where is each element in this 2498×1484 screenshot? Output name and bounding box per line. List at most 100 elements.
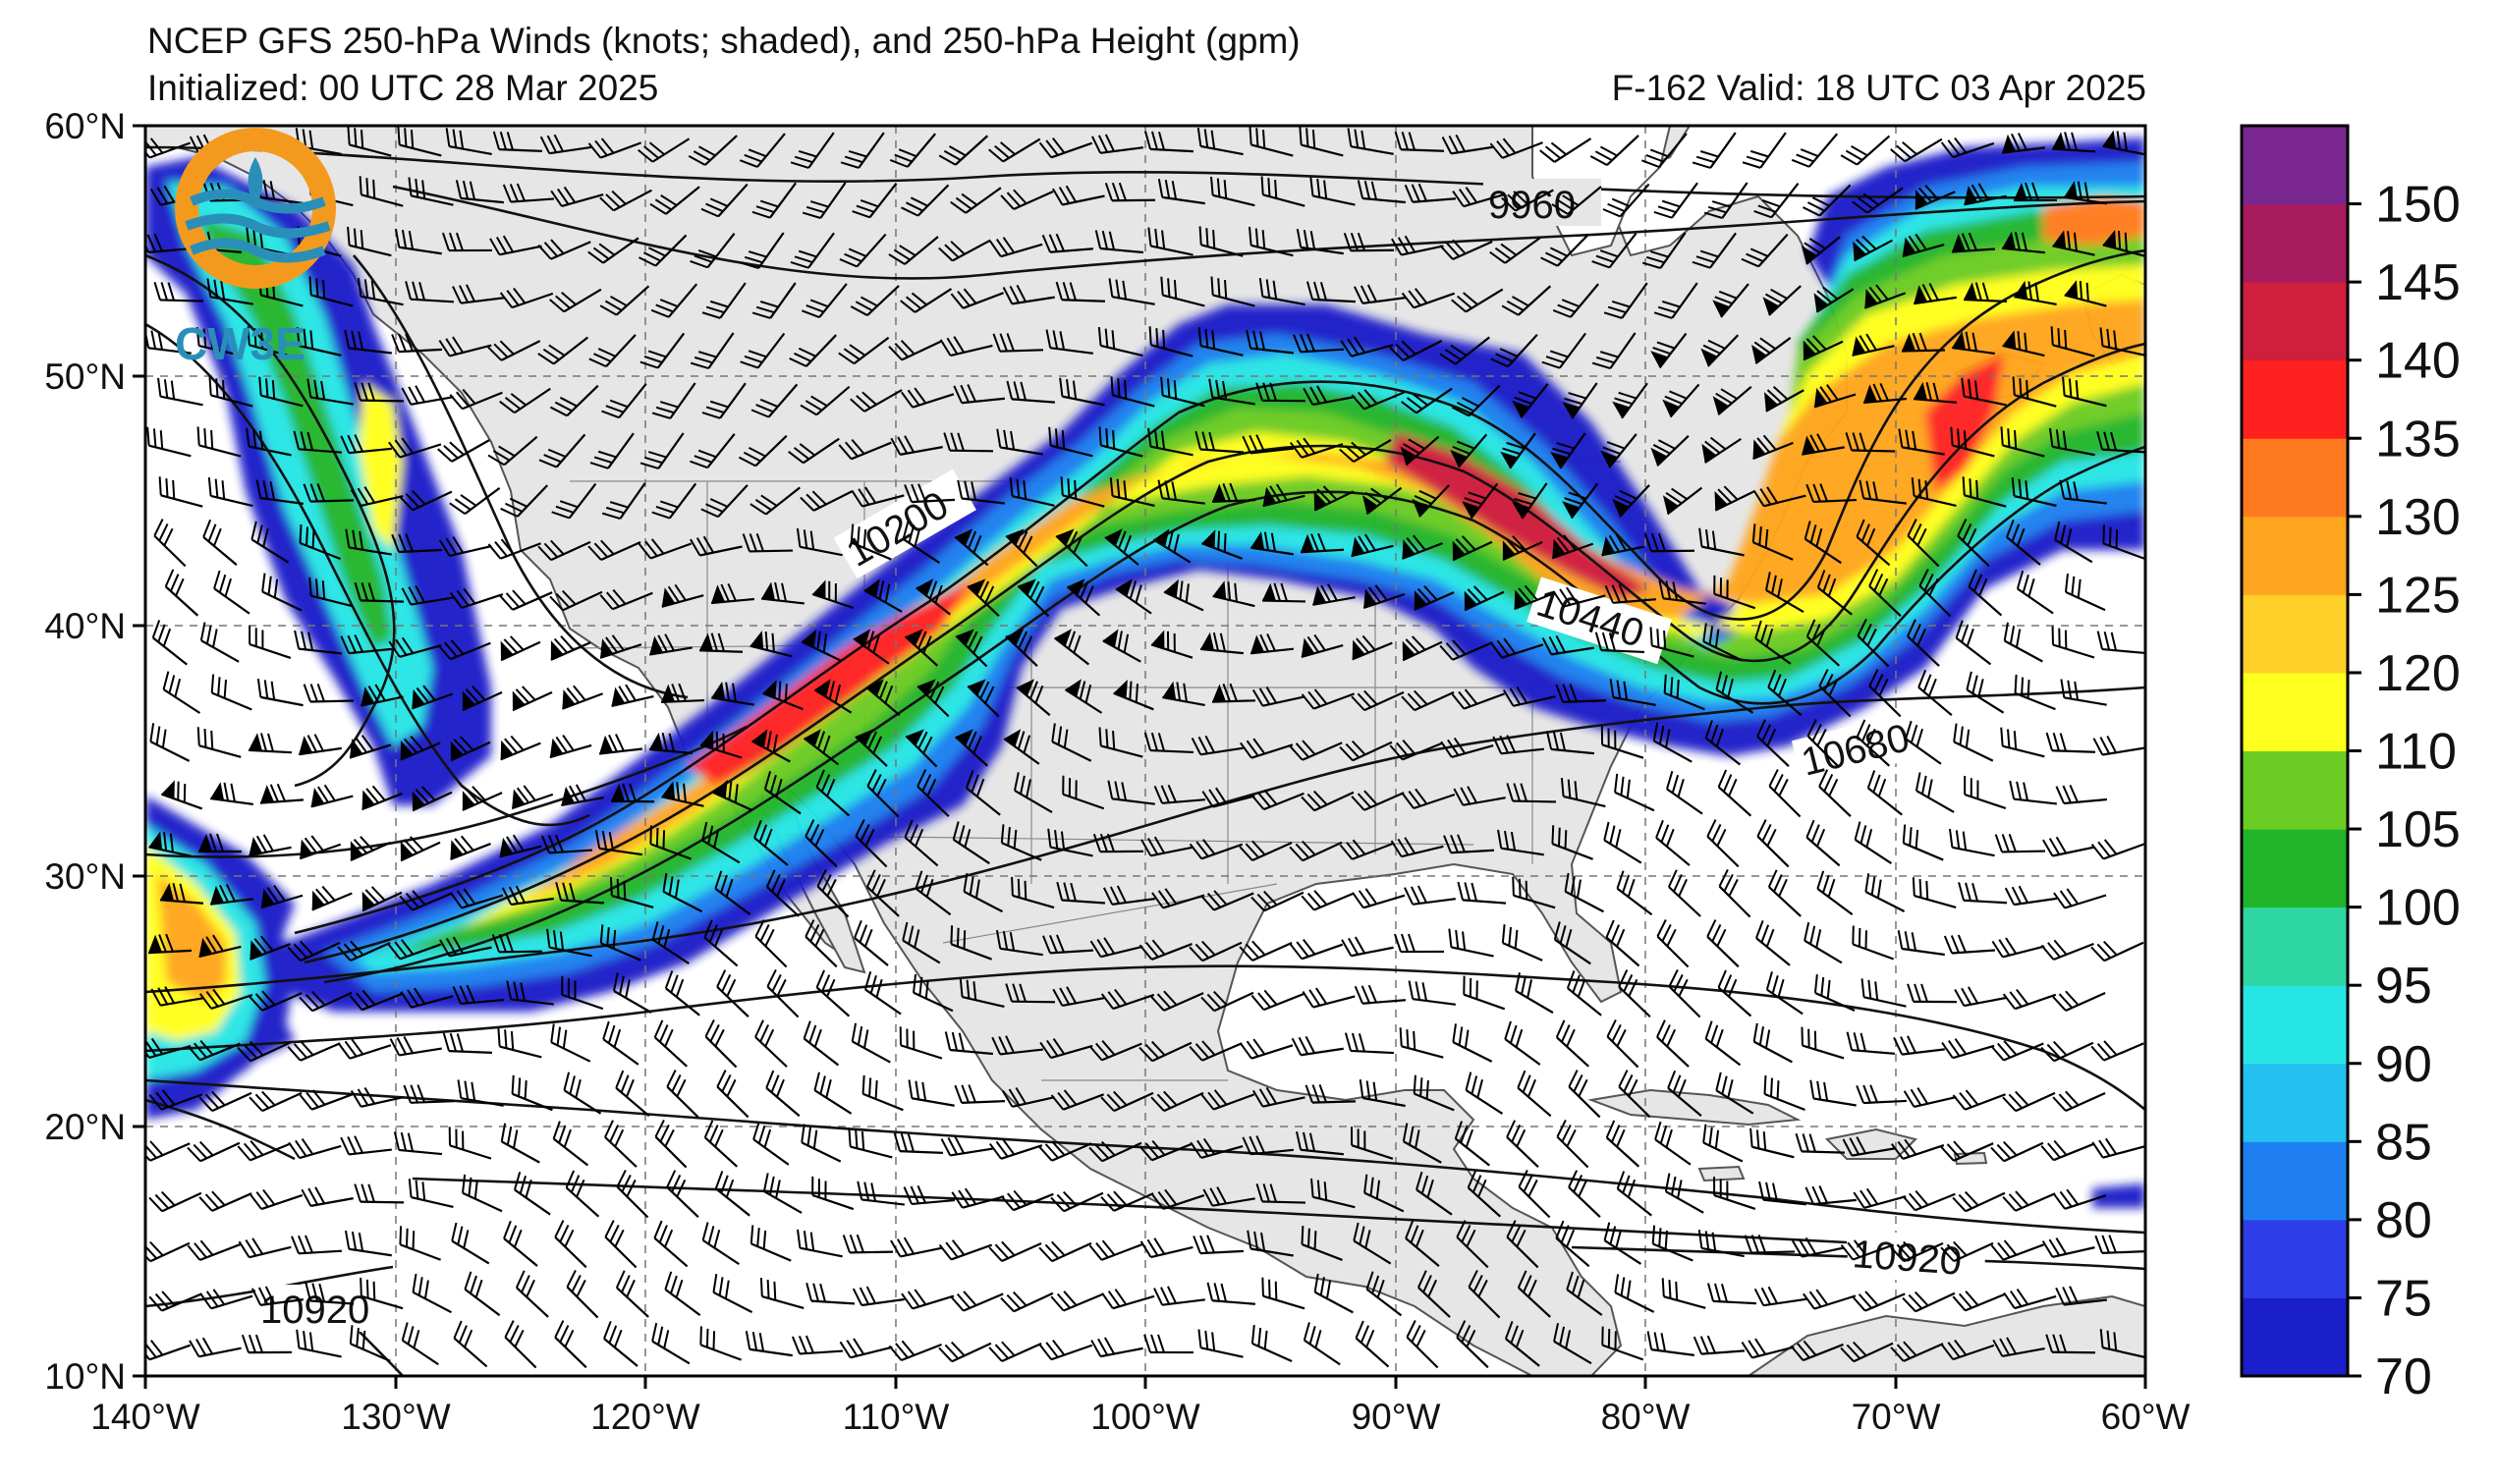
wind-barb (855, 729, 888, 767)
wind-barb (1109, 477, 1155, 508)
wind-barb (1866, 770, 1903, 816)
wind-barb (1994, 833, 2046, 853)
wind-barb (1941, 1038, 1995, 1060)
wind-barb (1193, 1235, 1245, 1255)
wind-barb (1162, 681, 1205, 706)
wind-barb (340, 434, 393, 455)
wind-barb (2050, 326, 2095, 357)
wind-barb (437, 638, 491, 661)
wind-barb (1715, 671, 1754, 714)
wind-barb (1915, 185, 1956, 210)
wind-barb (1646, 1331, 1694, 1356)
wind-barb (1191, 735, 1244, 756)
wind-barb (1052, 185, 1105, 206)
wind-barb (587, 137, 642, 159)
wind-barb (349, 989, 403, 1012)
wind-barb (1400, 435, 1440, 467)
wind-barb (1104, 528, 1139, 566)
wind-barb (1258, 278, 1305, 306)
wind-barb (457, 1079, 504, 1107)
wind-barb (742, 532, 794, 553)
wind-barb (1540, 234, 1589, 267)
wind-barb (1038, 1339, 1093, 1361)
wind-barb (1857, 619, 1890, 668)
wind-barb (513, 1171, 551, 1216)
wind-barb (1765, 572, 1804, 614)
wind-barb (603, 1320, 638, 1367)
wind-barb (950, 288, 1004, 309)
wind-barb (303, 683, 355, 703)
wind-barb (311, 885, 353, 911)
wind-barb (1240, 1038, 1294, 1060)
wind-barb (1289, 840, 1343, 862)
wind-barb (2041, 1237, 2095, 1258)
wind-barb (1250, 632, 1294, 655)
wind-barb (790, 232, 835, 269)
wind-barb (1700, 334, 1740, 367)
wind-barb (1157, 179, 1205, 205)
wind-barb (989, 237, 1043, 258)
wind-barb (198, 988, 253, 1010)
wind-barb (805, 819, 838, 868)
wind-barb (991, 1035, 1043, 1056)
wind-barb (1662, 383, 1700, 418)
wind-barb (1401, 689, 1455, 712)
wind-barb (1394, 131, 1445, 152)
wind-barb (1553, 1323, 1592, 1365)
wind-barb (1468, 1270, 1501, 1319)
wind-barb (503, 1220, 538, 1267)
wind-barb (1913, 381, 1958, 404)
wind-barb (1343, 232, 1395, 252)
wind-barb (1640, 133, 1688, 168)
wind-barb (2052, 1090, 2106, 1113)
wind-barb (688, 135, 738, 166)
wind-barb (487, 538, 541, 560)
wind-barb (1389, 339, 1443, 362)
lon-label: 110°W (843, 1397, 950, 1437)
wind-barb (1249, 226, 1294, 257)
wind-barb (149, 723, 191, 762)
wind-barb (1456, 1320, 1489, 1369)
wind-barb (751, 729, 791, 763)
wind-barb (1414, 585, 1455, 611)
wind-barb (1500, 432, 1536, 469)
wind-barb (1795, 1132, 1846, 1154)
wind-barb (2090, 839, 2145, 860)
wind-barb (462, 786, 503, 811)
wind-barb (710, 582, 755, 605)
wind-barb (1652, 722, 1693, 763)
wind-barb (765, 1070, 801, 1118)
wind-barb (1713, 575, 1756, 610)
wind-barb (1854, 821, 1892, 864)
wind-barb (1450, 433, 1488, 468)
wind-barb (1890, 1341, 1944, 1362)
wind-barb (1100, 1190, 1154, 1212)
wind-barb (1517, 1070, 1552, 1118)
wind-barb (1852, 1291, 1906, 1312)
wind-barb (1555, 1220, 1590, 1268)
wind-barb (1198, 226, 1244, 257)
wind-barb (2002, 988, 2057, 1011)
wind-barb (1353, 1222, 1392, 1265)
wind-barb (1110, 376, 1155, 408)
wind-barb (1614, 1274, 1655, 1313)
wind-barb (450, 736, 491, 762)
wind-barb (815, 969, 851, 1017)
wind-barb (1011, 876, 1055, 909)
wind-barb (1790, 1340, 1844, 1362)
wind-barb (249, 626, 292, 659)
wind-barb (338, 1038, 392, 1060)
wind-barb (650, 283, 698, 318)
wind-barb (1958, 882, 2008, 905)
wind-barb (1301, 790, 1355, 812)
wind-barb (1448, 928, 1494, 958)
wind-barb (349, 1325, 391, 1362)
wind-barb (1443, 834, 1495, 854)
wind-barb (1902, 1291, 1956, 1313)
wind-barb (1504, 1321, 1540, 1367)
wind-barb (2055, 784, 2108, 805)
wind-barb (1562, 382, 1598, 419)
colorbar-label: 75 (2375, 1270, 2432, 1327)
wind-barb (1612, 382, 1648, 419)
wind-barb (1600, 726, 1644, 759)
